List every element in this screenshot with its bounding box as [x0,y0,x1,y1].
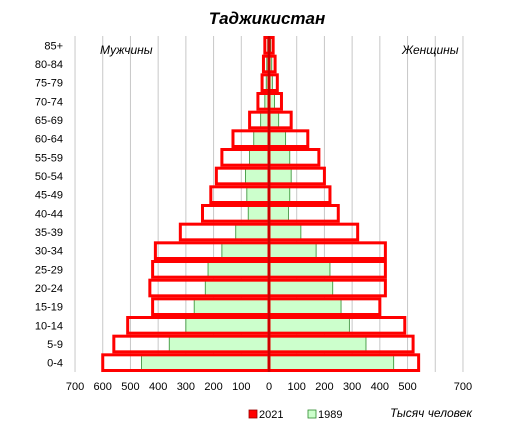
male-label: Мужчины [100,43,153,57]
bar-1989-female [268,336,367,352]
x-tick-label: 100 [288,381,306,393]
female-label: Женщины [401,43,459,57]
bar-1989-female [268,149,291,166]
x-tick-label: 300 [343,381,361,393]
bar-1989-female [268,224,302,240]
legend-label-1989: 1989 [318,409,342,421]
age-label: 75-79 [35,78,63,90]
x-tick-labels: 700 600 500 400 300 200 100 0 100 200 300 400 500 700 [66,381,472,393]
age-label: 10-14 [35,320,63,332]
x-tick-label: 500 [121,381,139,393]
bar-1989-male [168,336,270,352]
legend-swatch-1989 [307,409,317,419]
x-tick-label: 200 [315,381,333,393]
bar-1989-female [268,354,395,371]
legend: 2021 1989 [248,409,342,421]
age-label: 30-34 [35,246,63,258]
bar-1989-female [268,130,287,147]
x-tick-label: 500 [398,381,416,393]
bar-1989-male [141,354,270,371]
age-label: 15-19 [35,302,63,314]
bar-1989-male [253,130,270,147]
bar-1989-male [246,186,270,203]
age-label: 80-84 [35,59,63,71]
bar-1989-male [221,242,270,259]
x-tick-label: 400 [371,381,389,393]
x-tick-label: 100 [232,381,250,393]
bar-1989-male [249,149,270,166]
age-label: 45-49 [35,190,63,202]
age-label: 5-9 [47,339,63,351]
x-tick-label: 300 [177,381,195,393]
bar-1989-female [268,298,342,315]
bar-1989-male [193,298,270,315]
bar-1989-female [268,186,291,203]
bar-1989-male [185,317,270,334]
age-label: 85+ [44,40,63,52]
age-group-labels: 0-4 5-9 10-14 15-19 20-24 25-29 30-34 35-39 40-4… [35,40,63,369]
age-label: 0-4 [47,358,63,370]
bar-1989-female [268,317,350,334]
age-label: 55-59 [35,152,63,164]
bar-1989-male [204,280,270,296]
unit-label: Тысяч человек [390,406,473,420]
x-tick-label: 700 [454,381,472,393]
bar-1989-female [268,261,331,278]
chart-title: Таджикистан [209,9,326,28]
age-label: 60-64 [35,134,63,146]
age-label: 35-39 [35,227,63,239]
bar-1989-female [268,280,334,296]
bar-1989-female [268,242,317,259]
age-label: 50-54 [35,171,63,183]
x-tick-label: 400 [149,381,167,393]
age-label: 40-44 [35,208,63,220]
x-tick-label: 0 [266,381,272,393]
bar-1989-male [235,224,270,240]
age-label: 20-24 [35,283,63,295]
bar-1989-male [245,168,270,184]
x-tick-label: 600 [94,381,112,393]
age-label: 70-74 [35,96,63,108]
bar-1989-female [268,205,289,222]
age-label: 25-29 [35,264,63,276]
legend-swatch-2021 [248,409,258,419]
x-tick-label: 700 [66,381,84,393]
bar-1989-male [207,261,270,278]
legend-label-2021: 2021 [259,409,283,421]
age-label: 65-69 [35,115,63,127]
x-tick-label: 200 [204,381,222,393]
bar-1989-female [268,168,292,184]
bar-1989-male [247,205,270,222]
